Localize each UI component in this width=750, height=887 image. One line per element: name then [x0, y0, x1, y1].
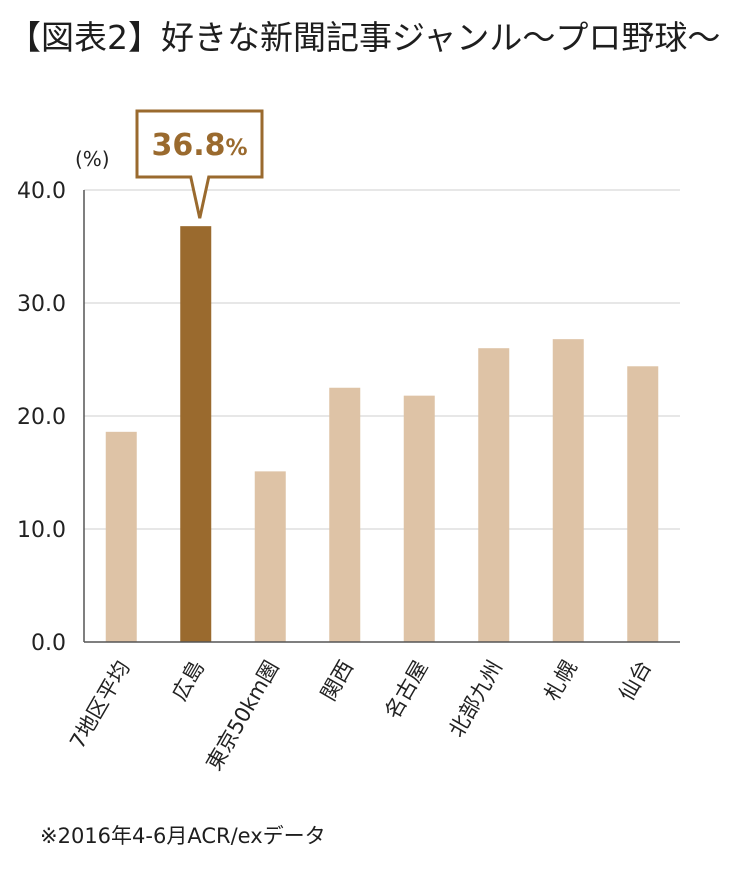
bar — [627, 366, 659, 642]
x-tick-label: 関西 — [316, 657, 358, 705]
y-tick-label: 20.0 — [17, 405, 66, 430]
y-tick-label: 0.0 — [31, 631, 66, 656]
x-tick-label: 仙台 — [614, 657, 656, 705]
y-tick-label: 10.0 — [17, 518, 66, 543]
highlight-callout: 36.8% — [135, 109, 264, 219]
bar — [552, 339, 584, 642]
y-tick-label: 40.0 — [17, 179, 66, 204]
bar — [180, 226, 212, 642]
bar — [478, 348, 510, 642]
bars — [105, 226, 659, 642]
callout-value: 36.8 — [151, 128, 225, 163]
x-tick-label: 札幌 — [540, 657, 582, 705]
gridlines — [84, 189, 680, 643]
chart-title: 【図表2】好きな新聞記事ジャンル〜プロ野球〜 — [8, 18, 721, 57]
callout-unit: % — [225, 136, 247, 161]
bar — [105, 431, 137, 642]
y-tick-labels: 0.0 10.0 20.0 30.0 40.0 — [17, 179, 66, 656]
x-tick-label: 広島 — [167, 657, 209, 705]
x-tick-label: 東京50km圏 — [202, 657, 284, 775]
bar — [329, 387, 361, 642]
bar — [403, 395, 435, 642]
x-tick-label: 名古屋 — [380, 657, 432, 724]
y-axis-unit-label: (%) — [75, 147, 110, 171]
footnote: ※2016年4-6月ACR/exデータ — [40, 824, 326, 848]
x-tick-label: 7地区平均 — [65, 657, 134, 753]
callout-box — [135, 109, 264, 219]
x-tick-label: 北部九州 — [444, 657, 507, 742]
y-tick-label: 30.0 — [17, 292, 66, 317]
callout-value-label: 36.8% — [151, 128, 247, 163]
bar — [254, 471, 286, 642]
